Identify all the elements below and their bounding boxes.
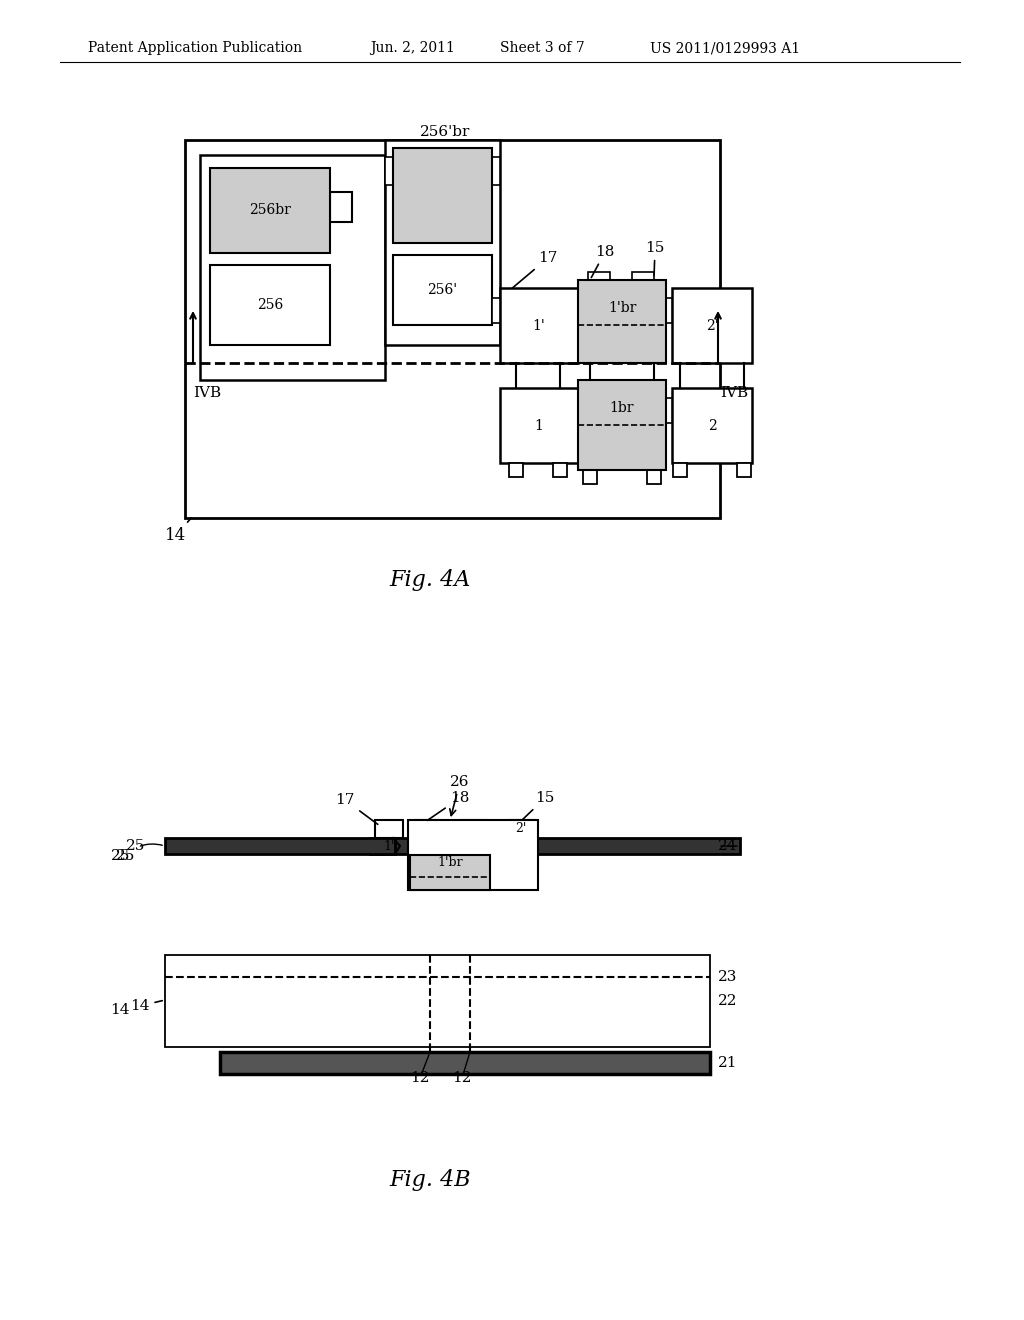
Text: 15: 15 bbox=[522, 791, 555, 820]
Text: 17: 17 bbox=[512, 251, 558, 288]
Bar bbox=[509, 463, 523, 477]
Text: 1'br: 1'br bbox=[437, 857, 463, 870]
Bar bbox=[672, 388, 752, 463]
Bar bbox=[664, 298, 672, 323]
Text: 1br: 1br bbox=[609, 401, 634, 414]
Text: 14: 14 bbox=[130, 999, 162, 1012]
Bar bbox=[210, 265, 330, 345]
Text: 12: 12 bbox=[453, 1071, 472, 1085]
Bar bbox=[664, 399, 672, 422]
Bar bbox=[410, 855, 490, 890]
Text: 256: 256 bbox=[257, 298, 283, 312]
Bar bbox=[647, 470, 662, 484]
Text: Jun. 2, 2011: Jun. 2, 2011 bbox=[370, 41, 455, 55]
Text: Patent Application Publication: Patent Application Publication bbox=[88, 41, 302, 55]
Text: 25: 25 bbox=[116, 843, 163, 863]
Bar bbox=[500, 388, 578, 463]
Bar bbox=[462, 820, 486, 838]
Bar bbox=[393, 148, 492, 243]
Text: 256br: 256br bbox=[249, 203, 291, 216]
Bar bbox=[632, 272, 654, 282]
Bar bbox=[200, 154, 385, 380]
Text: Fig. 4B: Fig. 4B bbox=[389, 1170, 471, 1191]
Bar bbox=[385, 140, 500, 345]
Bar bbox=[165, 838, 395, 854]
Text: Fig. 4A: Fig. 4A bbox=[389, 569, 471, 591]
Text: 256': 256' bbox=[427, 282, 457, 297]
Text: 22: 22 bbox=[718, 994, 737, 1008]
Bar bbox=[583, 470, 597, 484]
Text: 26: 26 bbox=[450, 775, 470, 816]
Bar bbox=[185, 140, 720, 517]
Bar bbox=[408, 820, 538, 890]
Text: 14: 14 bbox=[111, 1003, 130, 1016]
Text: 1: 1 bbox=[535, 418, 544, 433]
Bar bbox=[508, 820, 534, 838]
Text: 25: 25 bbox=[126, 840, 145, 853]
Text: 2': 2' bbox=[706, 319, 718, 333]
Text: 21: 21 bbox=[718, 1056, 737, 1071]
Bar bbox=[492, 298, 500, 323]
Bar bbox=[578, 380, 666, 470]
Bar bbox=[578, 280, 666, 363]
Bar bbox=[393, 255, 492, 325]
Bar bbox=[500, 288, 578, 363]
Text: 18: 18 bbox=[427, 791, 470, 821]
Bar bbox=[672, 288, 752, 363]
Text: Sheet 3 of 7: Sheet 3 of 7 bbox=[500, 41, 585, 55]
Bar bbox=[330, 191, 352, 222]
Bar bbox=[220, 1052, 710, 1074]
Bar bbox=[385, 157, 393, 185]
Text: 1'br: 1'br bbox=[608, 301, 636, 315]
Bar bbox=[370, 838, 740, 854]
Bar bbox=[737, 463, 751, 477]
Bar bbox=[165, 954, 710, 1047]
Text: IVB: IVB bbox=[193, 385, 221, 400]
Text: 18: 18 bbox=[591, 246, 614, 277]
Text: 2': 2' bbox=[515, 822, 526, 836]
Text: US 2011/0129993 A1: US 2011/0129993 A1 bbox=[650, 41, 800, 55]
Bar bbox=[415, 820, 439, 838]
Text: 24: 24 bbox=[718, 840, 737, 853]
Text: 1': 1' bbox=[383, 840, 394, 853]
Bar bbox=[588, 272, 610, 282]
Text: 14: 14 bbox=[165, 517, 191, 544]
Text: 25: 25 bbox=[111, 849, 130, 863]
Text: 12: 12 bbox=[411, 1071, 430, 1085]
Text: 2: 2 bbox=[708, 418, 717, 433]
Bar bbox=[375, 820, 403, 838]
Text: 17: 17 bbox=[335, 793, 378, 825]
Bar bbox=[553, 463, 567, 477]
Text: 23: 23 bbox=[718, 970, 737, 983]
Text: 256'br: 256'br bbox=[420, 125, 470, 139]
Bar bbox=[673, 463, 687, 477]
Text: 15: 15 bbox=[645, 242, 665, 276]
Bar bbox=[210, 168, 330, 253]
Text: IVB: IVB bbox=[720, 385, 749, 400]
Bar bbox=[492, 157, 500, 185]
Text: 1': 1' bbox=[532, 319, 546, 333]
